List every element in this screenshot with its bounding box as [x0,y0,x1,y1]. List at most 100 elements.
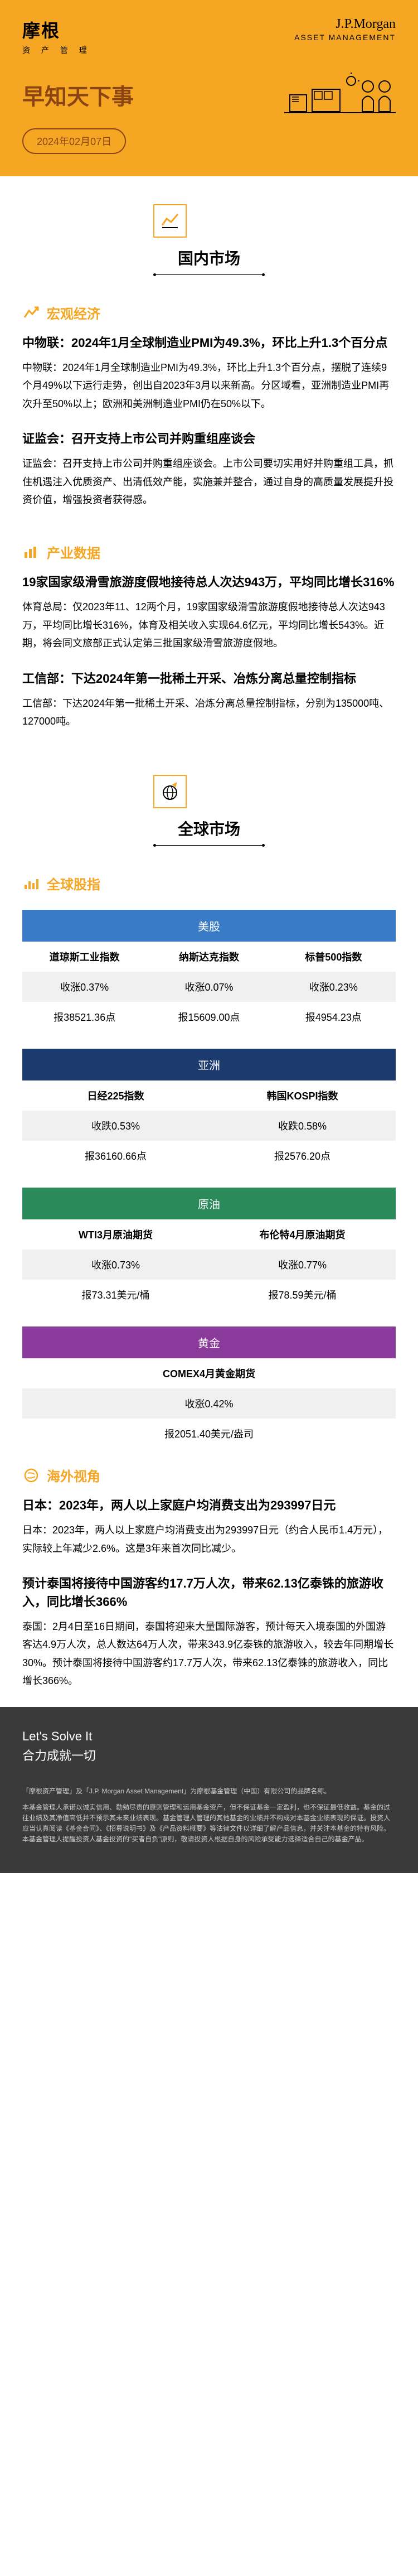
table-row: WTI3月原油期货布伦特4月原油期货 [22,1219,396,1250]
market-header: 美股 [22,910,396,942]
brand-en: J.P.Morgan [294,17,396,32]
subsection-overseas: 海外视角 日本：2023年，两人以上家庭户均消费支出为293997日元日本：20… [0,1449,418,1690]
table-cell: WTI3月原油期货 [22,1219,209,1250]
subsection: 产业数据 19家国家级滑雪旅游度假地接待总人次达943万，平均同比增长316% 体育… [0,525,418,730]
section-global: 全球市场 [0,747,418,857]
article-body: 证监会：召开支持上市公司并购重组座谈会。上市公司要切实用好并购重组工具，抓住机遇… [22,455,396,509]
domestic-icon [153,204,187,238]
table-cell: 报4954.23点 [271,1002,396,1032]
brand-cn-sub: 资 产 管 理 [22,45,91,56]
table-cell: 报2576.20点 [209,1141,396,1171]
logo-row: 摩根 资 产 管 理 J.P.Morgan ASSET MANAGEMENT [22,17,396,56]
market-header: 亚洲 [22,1049,396,1080]
table-cell: 纳斯达克指数 [147,942,271,972]
table-cell: 收跌0.58% [209,1111,396,1141]
table-row: 收涨0.37%收涨0.07%收涨0.23% [22,972,396,1002]
sub-title: 产业数据 [47,542,100,562]
market-table: 原油WTI3月原油期货布伦特4月原油期货收涨0.73%收涨0.77%报73.31… [0,1188,418,1310]
market-table: 亚洲日经225指数韩国KOSPI指数收跌0.53%收跌0.58%报36160.6… [0,1049,418,1171]
page-title: 早知天下事 [22,79,134,111]
sub-title-indices: 全球股指 [47,874,100,893]
hero-illustration [284,73,396,117]
market-header: 黄金 [22,1326,396,1358]
trend-up-icon [22,306,40,320]
bar-chart-icon [22,546,40,559]
article: 预计泰国将接待中国游客约17.7万人次，带来62.13亿泰铢的旅游收入，同比增长… [22,1574,396,1690]
footer-tagline: Let's Solve It 合力成就一切 [0,1707,418,1786]
table-row: 报38521.36点报15609.00点报4954.23点 [22,1002,396,1032]
section-domestic: 国内市场 [0,176,418,286]
article-title: 工信部：下达2024年第一批稀土开采、冶炼分离总量控制指标 [22,669,396,688]
section-title-global: 全球市场 [153,817,265,840]
divider-line [153,274,265,275]
table-cell: 收涨0.37% [22,972,147,1002]
table-row: 收涨0.42% [22,1388,396,1419]
table-row: 报2051.40美元/盎司 [22,1419,396,1449]
subsection-global-indices: 全球股指 [0,857,418,893]
table-cell: 收跌0.53% [22,1111,209,1141]
table-cell: 报15609.00点 [147,1002,271,1032]
article-title: 预计泰国将接待中国游客约17.7万人次，带来62.13亿泰铢的旅游收入，同比增长… [22,1574,396,1611]
section-title-domestic: 国内市场 [153,247,265,269]
table-cell: 报78.59美元/桶 [209,1280,396,1310]
sub-title: 宏观经济 [47,303,100,322]
table-row: COMEX4月黄金期货 [22,1358,396,1388]
table-cell: 收涨0.42% [22,1388,396,1419]
header-banner: 摩根 资 产 管 理 J.P.Morgan ASSET MANAGEMENT 早… [0,0,418,176]
table-cell: 报38521.36点 [22,1002,147,1032]
table-cell: 报2051.40美元/盎司 [22,1419,396,1449]
article: 证监会：召开支持上市公司并购重组座谈会证监会：召开支持上市公司并购重组座谈会。上… [22,430,396,509]
table-cell: COMEX4月黄金期货 [22,1358,396,1388]
article-title: 证监会：召开支持上市公司并购重组座谈会 [22,430,396,448]
table-cell: 道琼斯工业指数 [22,942,147,972]
brand-cn: 摩根 [22,17,91,42]
market-header: 原油 [22,1188,396,1219]
table-cell: 标普500指数 [271,942,396,972]
title-row: 早知天下事 [22,73,396,117]
article-title: 19家国家级滑雪旅游度假地接待总人次达943万，平均同比增长316% [22,573,396,591]
article: 工信部：下达2024年第一批稀土开采、冶炼分离总量控制指标工信部：下达2024年… [22,669,396,731]
disclaimer-line: 「摩根资产管理」及「J.P. Morgan Asset Management」为… [22,1786,396,1797]
footer-disclaimer: 「摩根资产管理」及「J.P. Morgan Asset Management」为… [0,1786,418,1873]
table-cell: 报36160.66点 [22,1141,209,1171]
article-body: 工信部：下达2024年第一批稀土开采、冶炼分离总量控制指标，分别为135000吨… [22,694,396,731]
table-row: 道琼斯工业指数纳斯达克指数标普500指数 [22,942,396,972]
market-table: 美股道琼斯工业指数纳斯达克指数标普500指数收涨0.37%收涨0.07%收涨0.… [0,910,418,1032]
date-pill: 2024年02月07日 [22,128,126,154]
footer-tag-en: Let's Solve It [22,1729,396,1744]
market-table: 黄金COMEX4月黄金期货收涨0.42%报2051.40美元/盎司 [0,1326,418,1449]
logo-jpmorgan: J.P.Morgan ASSET MANAGEMENT [294,17,396,42]
article-body: 体育总局：仅2023年11、12两个月，19家国家级滑雪旅游度假地接待总人次达9… [22,598,396,652]
table-cell: 韩国KOSPI指数 [209,1080,396,1111]
globe-icon [22,1469,40,1482]
article-title: 中物联：2024年1月全球制造业PMI为49.3%，环比上升1.3个百分点 [22,334,396,352]
article-body: 泰国：2月4日至16日期间，泰国将迎来大量国际游客，预计每天入境泰国的外国游客达… [22,1618,396,1690]
table-cell: 收涨0.73% [22,1250,209,1280]
divider-line [153,845,265,846]
table-cell: 收涨0.23% [271,972,396,1002]
table-cell: 报73.31美元/桶 [22,1280,209,1310]
table-row: 收涨0.73%收涨0.77% [22,1250,396,1280]
stock-icon [22,877,40,890]
brand-en-sub: ASSET MANAGEMENT [294,33,396,42]
footer-tag-cn: 合力成就一切 [22,1746,396,1764]
disclaimer-line: 本基金管理人承诺以诚实信用、勤勉尽责的原则管理和运用基金资产，但不保证基金一定盈… [22,1802,396,1845]
table-cell: 收涨0.07% [147,972,271,1002]
table-row: 报36160.66点报2576.20点 [22,1141,396,1171]
table-row: 报73.31美元/桶报78.59美元/桶 [22,1280,396,1310]
article: 日本：2023年，两人以上家庭户均消费支出为293997日元日本：2023年，两… [22,1496,396,1557]
table-cell: 日经225指数 [22,1080,209,1111]
article: 19家国家级滑雪旅游度假地接待总人次达943万，平均同比增长316% 体育总局：仅… [22,573,396,652]
article-body: 中物联：2024年1月全球制造业PMI为49.3%，环比上升1.3个百分点，摆脱… [22,359,396,413]
table-cell: 布伦特4月原油期货 [209,1219,396,1250]
article-title: 日本：2023年，两人以上家庭户均消费支出为293997日元 [22,1496,396,1514]
table-row: 日经225指数韩国KOSPI指数 [22,1080,396,1111]
global-icon [153,775,187,808]
subsection: 宏观经济中物联：2024年1月全球制造业PMI为49.3%，环比上升1.3个百分… [0,286,418,509]
article: 中物联：2024年1月全球制造业PMI为49.3%，环比上升1.3个百分点中物联… [22,334,396,413]
sub-title-overseas: 海外视角 [47,1465,100,1485]
table-cell: 收涨0.77% [209,1250,396,1280]
table-row: 收跌0.53%收跌0.58% [22,1111,396,1141]
article-body: 日本：2023年，两人以上家庭户均消费支出为293997日元（约合人民币1.4万… [22,1521,396,1557]
logo-morgan-cn: 摩根 资 产 管 理 [22,17,91,56]
